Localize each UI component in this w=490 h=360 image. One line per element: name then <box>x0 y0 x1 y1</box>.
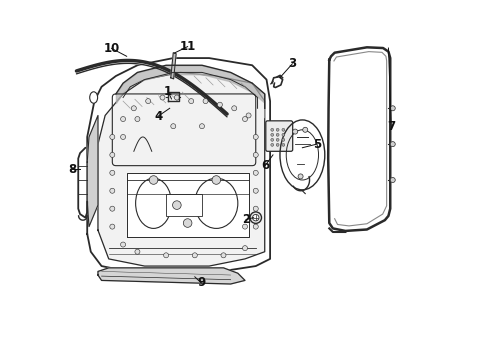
Text: 8: 8 <box>68 163 76 176</box>
Circle shape <box>390 177 395 183</box>
Circle shape <box>282 134 285 136</box>
Polygon shape <box>87 58 270 273</box>
Circle shape <box>121 134 125 139</box>
Polygon shape <box>98 268 245 284</box>
Bar <box>166 194 202 216</box>
Ellipse shape <box>195 178 238 228</box>
Circle shape <box>293 129 298 134</box>
Circle shape <box>250 212 262 224</box>
Polygon shape <box>126 173 248 237</box>
Circle shape <box>276 134 279 136</box>
Text: 11: 11 <box>179 40 196 53</box>
Circle shape <box>110 224 115 229</box>
Circle shape <box>189 99 194 104</box>
Circle shape <box>131 106 136 111</box>
Circle shape <box>303 127 308 132</box>
Polygon shape <box>328 47 390 231</box>
Circle shape <box>218 102 222 107</box>
Circle shape <box>110 134 115 139</box>
Circle shape <box>232 106 237 111</box>
FancyBboxPatch shape <box>266 121 293 151</box>
Polygon shape <box>171 53 176 79</box>
Circle shape <box>135 249 140 254</box>
Circle shape <box>110 188 115 193</box>
Circle shape <box>276 143 279 146</box>
Circle shape <box>149 176 158 184</box>
Text: 7: 7 <box>387 121 395 134</box>
Circle shape <box>203 99 208 104</box>
Circle shape <box>160 95 165 100</box>
Circle shape <box>164 253 169 258</box>
Circle shape <box>298 174 303 179</box>
Circle shape <box>110 152 115 157</box>
Text: 4: 4 <box>154 110 162 123</box>
Circle shape <box>282 138 285 141</box>
Circle shape <box>271 129 274 131</box>
Circle shape <box>212 176 220 184</box>
Text: 1: 1 <box>164 85 172 98</box>
Text: 5: 5 <box>313 138 321 150</box>
Circle shape <box>276 129 279 131</box>
Text: 2: 2 <box>242 213 250 226</box>
Circle shape <box>121 242 125 247</box>
Ellipse shape <box>136 178 172 228</box>
Circle shape <box>146 99 151 104</box>
Text: 9: 9 <box>197 276 205 289</box>
Circle shape <box>253 224 258 229</box>
Circle shape <box>253 170 258 175</box>
Circle shape <box>282 143 285 146</box>
Circle shape <box>199 124 204 129</box>
Circle shape <box>243 246 247 251</box>
Circle shape <box>171 124 176 129</box>
Circle shape <box>271 138 274 141</box>
Circle shape <box>390 106 395 111</box>
Polygon shape <box>87 116 98 226</box>
Circle shape <box>221 253 226 258</box>
Circle shape <box>252 215 259 221</box>
Circle shape <box>192 253 197 258</box>
Circle shape <box>253 152 258 157</box>
Circle shape <box>174 95 179 100</box>
Circle shape <box>271 143 274 146</box>
Circle shape <box>172 201 181 210</box>
Circle shape <box>243 224 247 229</box>
Text: 6: 6 <box>261 159 269 172</box>
Circle shape <box>246 113 251 118</box>
Circle shape <box>135 117 140 122</box>
Circle shape <box>243 117 247 122</box>
Circle shape <box>253 206 258 211</box>
Ellipse shape <box>90 92 98 103</box>
Circle shape <box>282 129 285 131</box>
Circle shape <box>121 117 125 122</box>
Circle shape <box>110 206 115 211</box>
Circle shape <box>253 134 258 139</box>
Circle shape <box>276 138 279 141</box>
Circle shape <box>183 219 192 227</box>
Polygon shape <box>98 72 265 266</box>
Circle shape <box>253 188 258 193</box>
Text: 3: 3 <box>288 57 296 70</box>
Circle shape <box>110 170 115 175</box>
Text: 10: 10 <box>103 42 120 55</box>
Circle shape <box>271 134 274 136</box>
Circle shape <box>390 141 395 147</box>
